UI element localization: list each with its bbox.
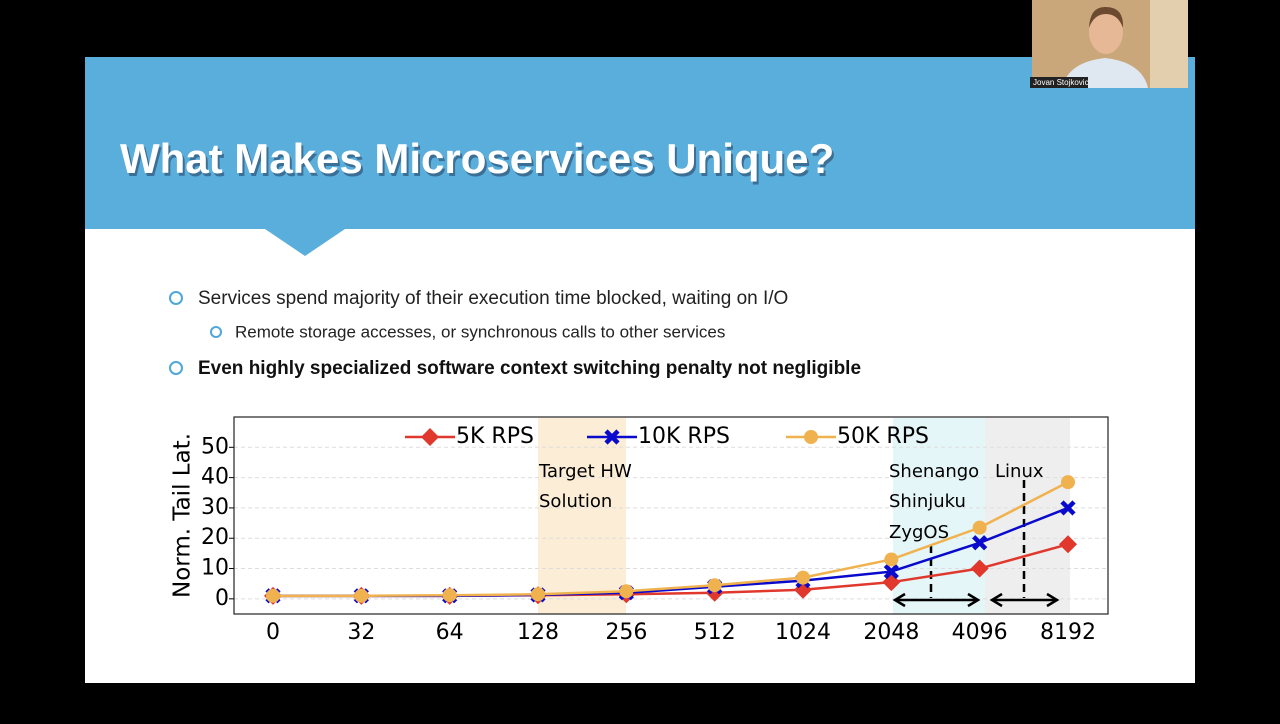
data-point	[970, 559, 989, 578]
highlight-region	[893, 418, 985, 614]
x-tick-label: 0	[266, 620, 280, 645]
arrow-head	[892, 592, 906, 608]
header-band	[85, 57, 1195, 229]
data-point	[972, 520, 987, 535]
annotation: Solution	[539, 491, 612, 512]
slide-title: What Makes Microservices Unique?	[120, 135, 834, 182]
bullet: Services spend majority of their executi…	[198, 288, 788, 309]
data-point	[796, 570, 810, 585]
background-wall	[1150, 0, 1188, 88]
data-point	[1059, 535, 1077, 554]
data-point	[266, 588, 280, 603]
x-tick-label: 512	[694, 620, 736, 645]
legend-label: 10K RPS	[638, 424, 730, 449]
data-point	[354, 588, 369, 603]
webcam: Jovan Stojkovic	[1030, 0, 1188, 88]
person-hair	[1089, 6, 1124, 28]
y-tick-label: 0	[215, 586, 229, 611]
annotation: Shenango	[889, 461, 979, 482]
name-tag	[1030, 77, 1088, 88]
sub-bullet: Remote storage accesses, or synchronous …	[235, 322, 725, 341]
participant-name: Jovan Stojkovic	[1033, 78, 1089, 87]
data-point	[1060, 500, 1076, 516]
data-point	[442, 588, 457, 603]
legend-marker	[421, 428, 439, 446]
legend-label: 50K RPS	[837, 424, 929, 449]
y-tick-label: 30	[201, 495, 229, 520]
data-point	[883, 563, 899, 580]
chart: 0 10 20 30 40 50 0 32 64 128 256 512 1024 2048 4096 819…	[170, 416, 1109, 645]
annotation: ZygOS	[889, 522, 949, 543]
y-tick-label: 50	[201, 434, 229, 459]
y-tick-label: 20	[201, 525, 229, 550]
data-point	[884, 552, 899, 567]
x-tick-label: 2048	[863, 620, 919, 645]
title-shadow: What Makes Microservices Unique?	[122, 138, 836, 185]
x-tick-label: 128	[517, 620, 559, 645]
x-tick-label: 8192	[1040, 620, 1096, 645]
legend-marker	[804, 430, 818, 444]
legend-label: 5K RPS	[456, 424, 534, 449]
x-tick-label: 1024	[775, 620, 831, 645]
annotation: Target HW	[538, 461, 632, 482]
series-line	[273, 481, 1069, 598]
y-tick-label: 10	[201, 556, 229, 581]
plot-frame	[233, 416, 1109, 615]
header-pointer	[265, 229, 345, 256]
data-point	[972, 535, 988, 551]
highlight-region	[985, 418, 1070, 614]
data-point	[707, 578, 722, 593]
data-point	[619, 584, 634, 599]
x-tick-label: 256	[605, 620, 647, 645]
highlight-region	[538, 418, 626, 614]
bullet-marker	[210, 326, 222, 338]
annotation: Linux	[995, 461, 1044, 482]
x-tick-label: 32	[347, 620, 375, 645]
y-tick-label: 40	[201, 465, 229, 490]
y-axis-label: Norm. Tail Lat.	[170, 433, 196, 598]
arrow-head	[989, 592, 1003, 608]
annotation: Shinjuku	[889, 491, 966, 512]
bullet: Even highly specialized software context…	[198, 358, 861, 379]
arrow-head	[967, 592, 981, 608]
person-head	[1089, 10, 1123, 54]
data-point	[1061, 475, 1075, 490]
x-tick-label: 4096	[952, 620, 1008, 645]
bullet-marker	[169, 291, 183, 305]
data-point	[531, 587, 545, 602]
x-tick-label: 64	[436, 620, 464, 645]
legend-marker	[604, 429, 620, 445]
bullet-marker	[169, 361, 183, 375]
arrow-head	[1046, 592, 1060, 608]
